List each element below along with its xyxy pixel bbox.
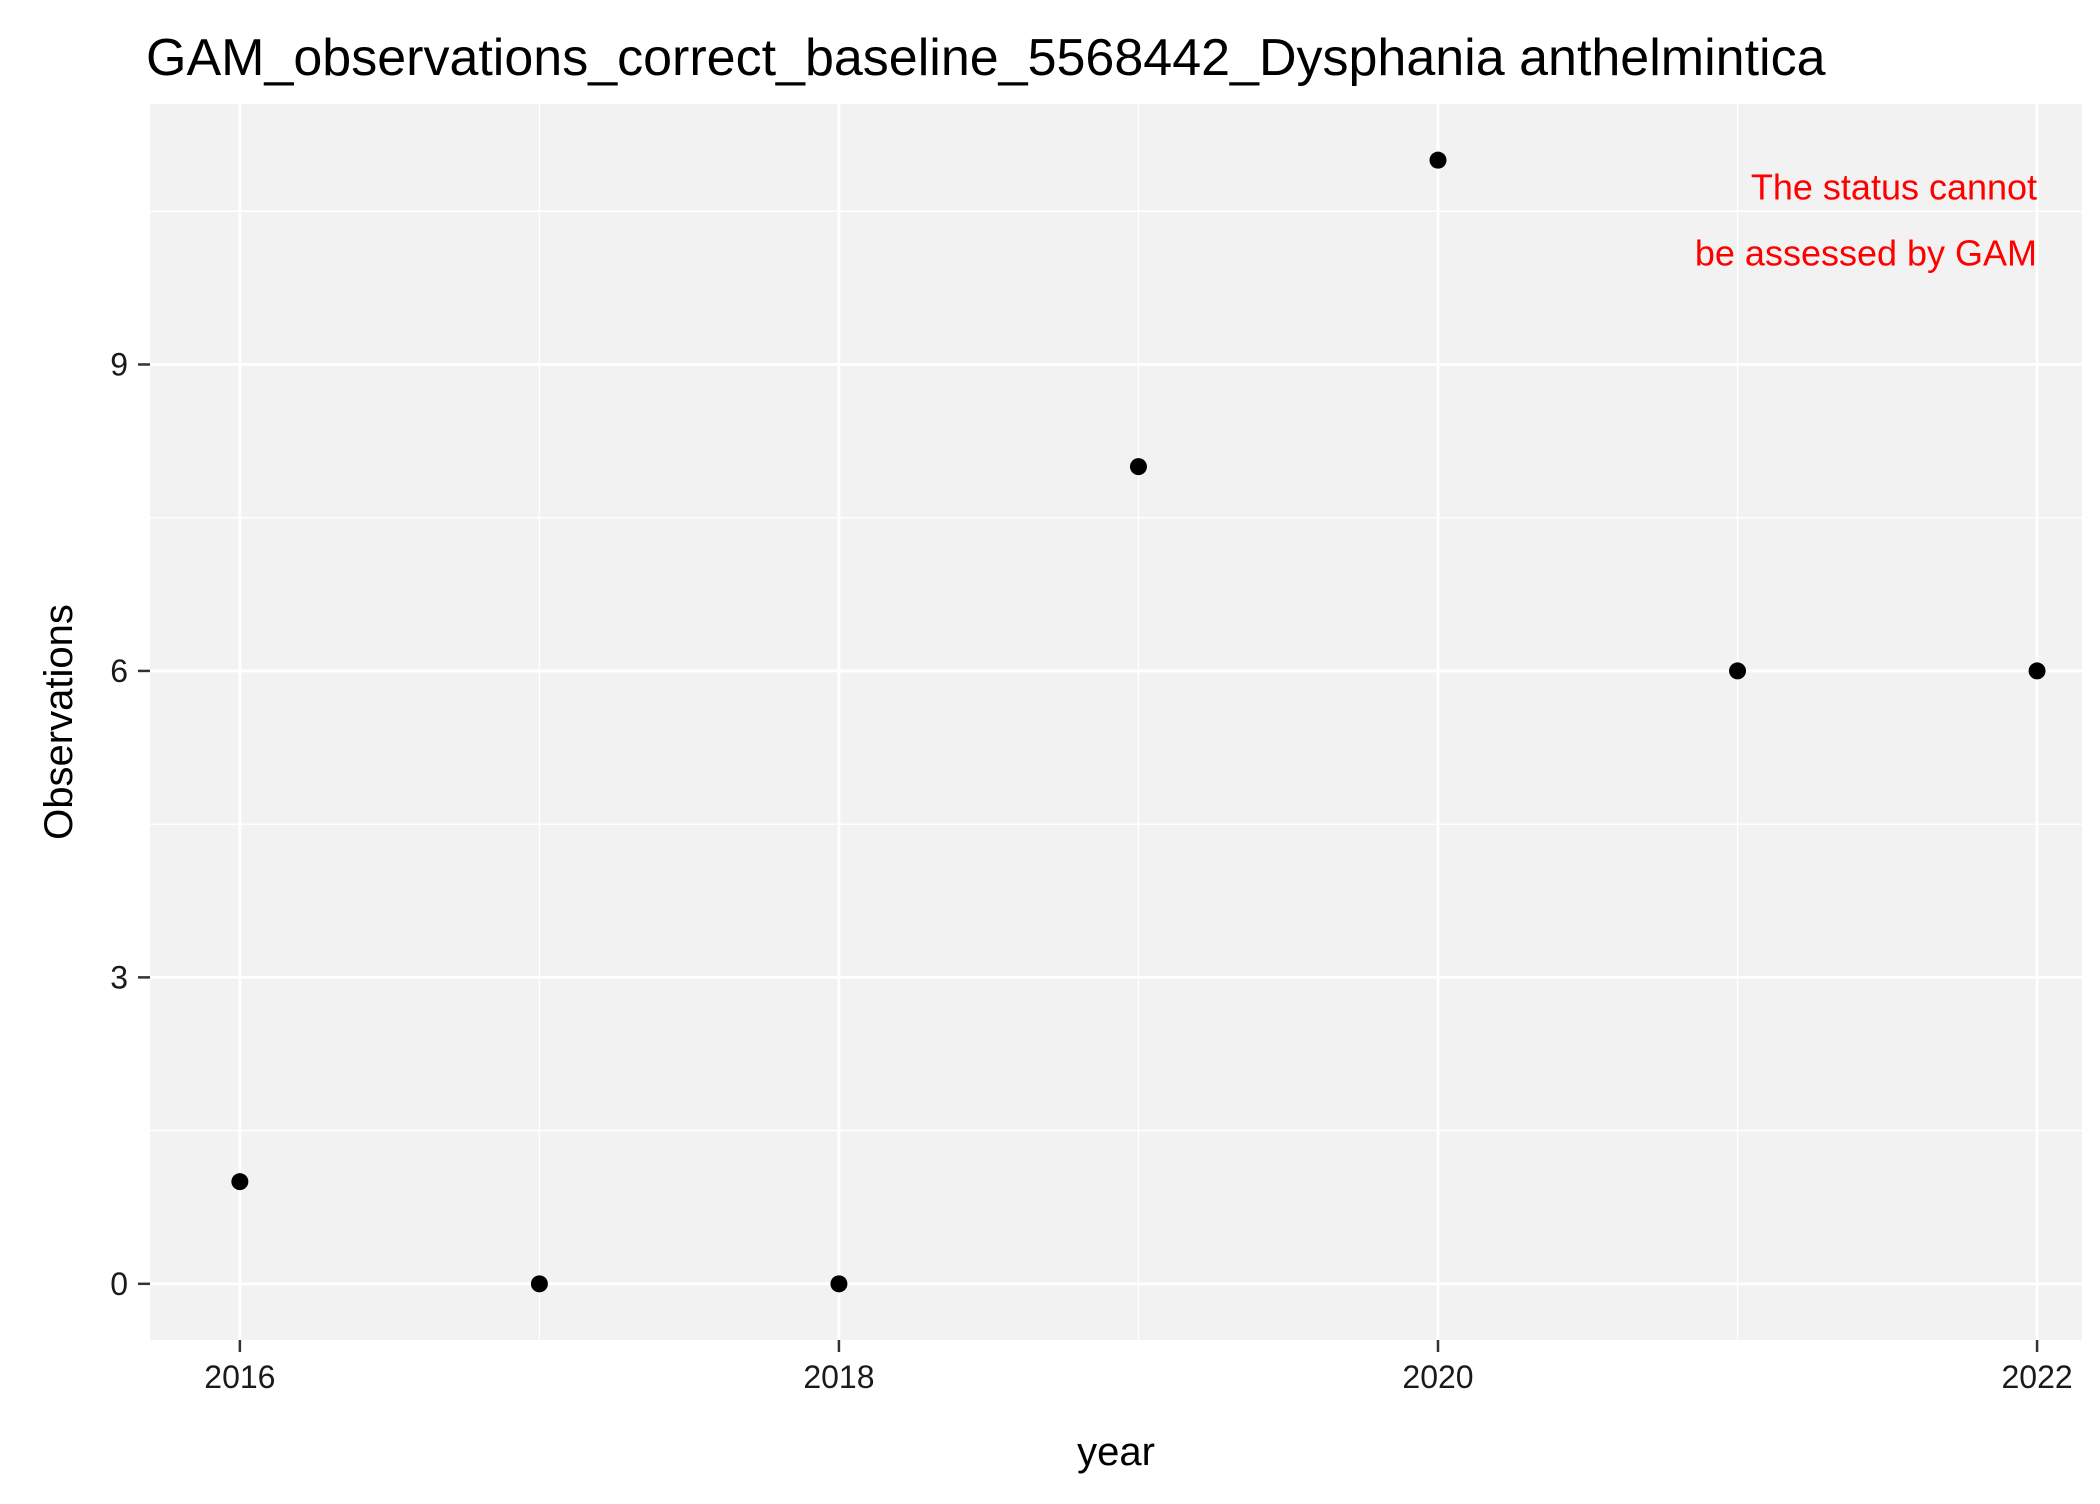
- y-tick-label: 0: [110, 1266, 128, 1302]
- x-tick-label: 2020: [1402, 1359, 1473, 1395]
- major-gridlines: [150, 104, 2082, 1340]
- y-tick-label: 3: [110, 959, 128, 995]
- data-point: [530, 1275, 548, 1293]
- data-point: [830, 1275, 848, 1293]
- x-axis: 2016 2018 2020 2022: [204, 1340, 2073, 1395]
- data-point: [1429, 151, 1447, 169]
- x-axis-title: year: [1077, 1430, 1155, 1474]
- data-point: [231, 1173, 249, 1191]
- annotation-line-1: The status cannot: [1751, 166, 2037, 207]
- data-point: [1129, 458, 1147, 476]
- plot-panel: [150, 104, 2082, 1340]
- annotation-line-2: be assessed by GAM: [1695, 232, 2037, 273]
- x-tick-label: 2016: [204, 1359, 275, 1395]
- y-tick-label: 6: [110, 653, 128, 689]
- y-tick-label: 9: [110, 346, 128, 382]
- data-point: [1729, 662, 1747, 680]
- x-tick-label: 2022: [2001, 1359, 2072, 1395]
- minor-gridlines: [150, 104, 2082, 1340]
- data-point: [2028, 662, 2046, 680]
- data-points: [231, 151, 2046, 1293]
- status-annotation: The status cannot be assessed by GAM: [1695, 166, 2037, 273]
- x-tick-label: 2018: [803, 1359, 874, 1395]
- y-axis-title: Observations: [37, 604, 81, 840]
- y-axis: 0 3 6 9: [110, 346, 150, 1302]
- chart-title: GAM_observations_correct_baseline_556844…: [146, 29, 1826, 87]
